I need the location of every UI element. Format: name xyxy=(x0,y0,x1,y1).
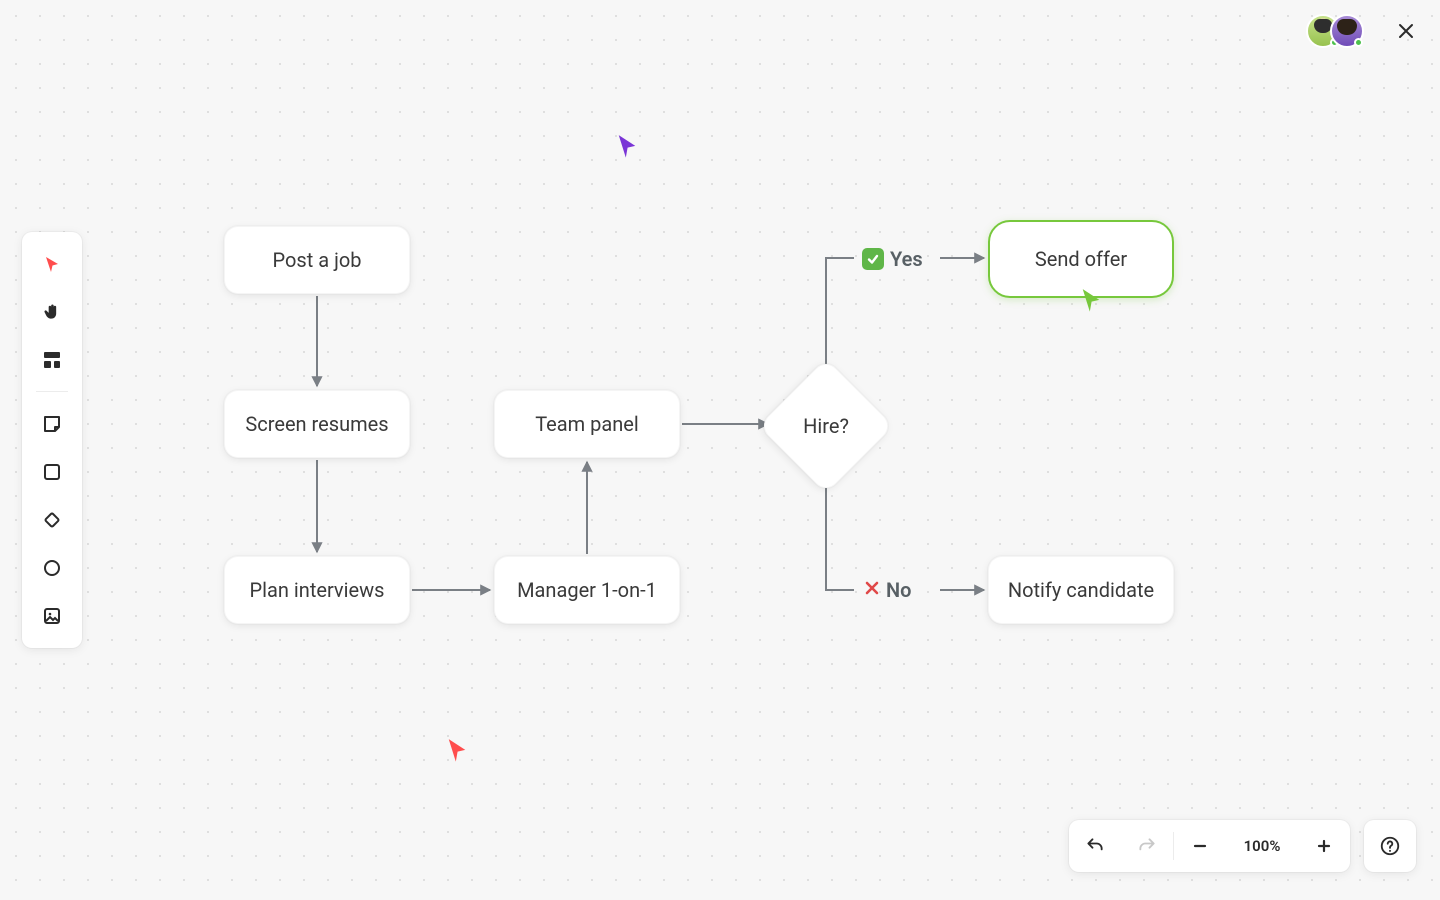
redo-icon xyxy=(1137,836,1157,856)
node-notify-candidate[interactable]: Notify candidate xyxy=(988,556,1174,624)
pan-tool[interactable] xyxy=(30,290,74,334)
collab-cursor-red xyxy=(446,738,468,768)
help-icon xyxy=(1379,835,1401,857)
undo-icon xyxy=(1085,836,1105,856)
undo-button[interactable] xyxy=(1069,820,1121,872)
note-icon xyxy=(43,415,61,433)
branch-label: No xyxy=(886,578,911,602)
node-label: Manager 1-on-1 xyxy=(517,578,657,602)
template-tool[interactable] xyxy=(30,338,74,382)
sticky-note-tool[interactable] xyxy=(30,402,74,446)
ellipse-tool[interactable] xyxy=(30,546,74,590)
redo-button[interactable] xyxy=(1121,820,1173,872)
node-label: Plan interviews xyxy=(250,578,385,602)
node-send-offer[interactable]: Send offer xyxy=(988,220,1174,298)
help-button[interactable] xyxy=(1364,820,1416,872)
collab-cursor-purple xyxy=(616,134,638,164)
node-label: Notify candidate xyxy=(1008,578,1154,602)
image-tool[interactable] xyxy=(30,594,74,638)
bottom-controls: 100% xyxy=(1069,820,1416,872)
zoom-in-button[interactable] xyxy=(1298,820,1350,872)
square-icon xyxy=(43,463,61,481)
zoom-panel: 100% xyxy=(1069,820,1350,872)
help-panel xyxy=(1364,820,1416,872)
close-icon xyxy=(1398,23,1414,39)
template-icon xyxy=(43,351,61,369)
branch-label: Yes xyxy=(890,247,923,271)
node-hire-decision[interactable]: Hire? xyxy=(778,378,874,474)
node-label: Hire? xyxy=(803,414,849,438)
circle-icon xyxy=(43,559,61,577)
node-label: Post a job xyxy=(273,248,362,272)
node-label: Send offer xyxy=(1035,247,1127,271)
minus-icon xyxy=(1192,838,1208,854)
image-icon xyxy=(43,607,61,625)
edge-layer xyxy=(0,0,1440,900)
plus-icon xyxy=(1316,838,1332,854)
branch-no[interactable]: No xyxy=(864,578,911,602)
node-manager-1on1[interactable]: Manager 1-on-1 xyxy=(494,556,680,624)
diamond-icon xyxy=(42,510,62,530)
left-toolbar xyxy=(22,232,82,648)
x-icon xyxy=(864,580,880,601)
node-label: Team panel xyxy=(535,412,639,436)
node-team-panel[interactable]: Team panel xyxy=(494,390,680,458)
zoom-level[interactable]: 100% xyxy=(1226,837,1298,855)
node-post-a-job[interactable]: Post a job xyxy=(224,226,410,294)
rectangle-tool[interactable] xyxy=(30,450,74,494)
node-label: Screen resumes xyxy=(245,412,388,436)
collaborator-avatars xyxy=(1306,14,1364,48)
branch-yes[interactable]: Yes xyxy=(862,247,923,271)
node-screen-resumes[interactable]: Screen resumes xyxy=(224,390,410,458)
node-plan-interviews[interactable]: Plan interviews xyxy=(224,556,410,624)
check-icon xyxy=(862,248,884,270)
pointer-icon xyxy=(43,255,61,273)
close-button[interactable] xyxy=(1392,17,1420,45)
diamond-tool[interactable] xyxy=(30,498,74,542)
select-tool[interactable] xyxy=(30,242,74,286)
top-right-controls xyxy=(1306,14,1420,48)
collaborator-avatar-2[interactable] xyxy=(1330,14,1364,48)
hand-icon xyxy=(42,302,62,322)
zoom-out-button[interactable] xyxy=(1174,820,1226,872)
